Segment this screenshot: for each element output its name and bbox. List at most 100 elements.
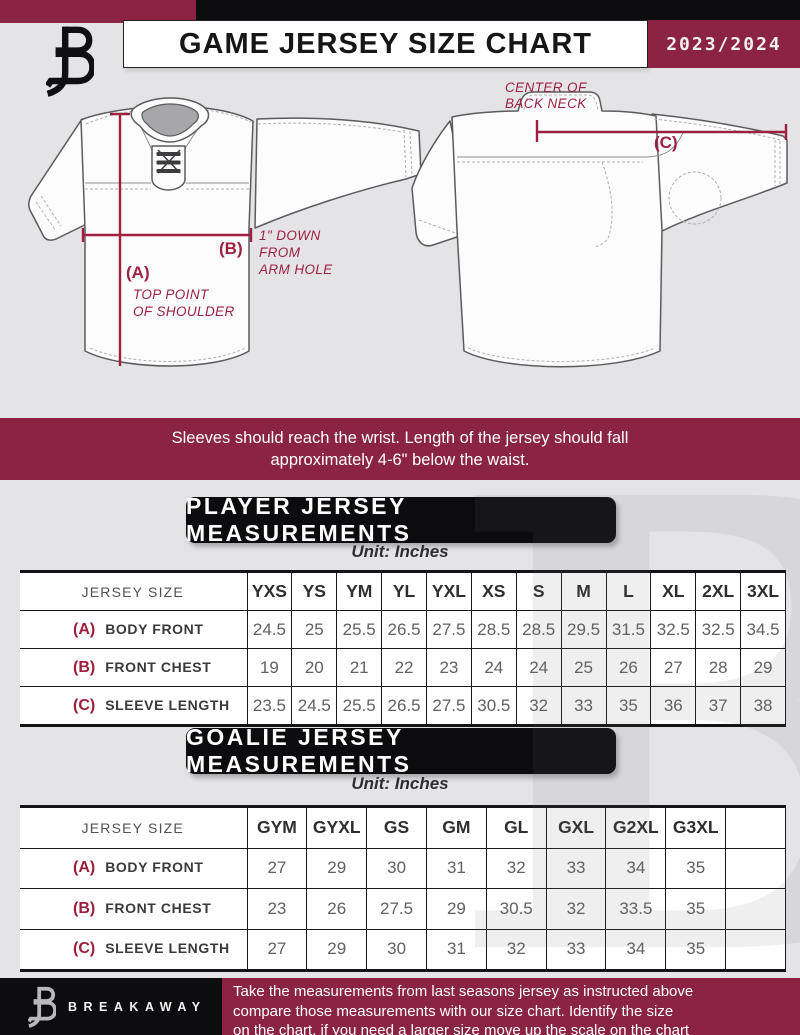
point-b-note-2: FROM (259, 245, 301, 260)
top-strip-black (196, 0, 800, 23)
measurement-value: 22 (381, 648, 427, 687)
measurement-value: 23 (426, 648, 472, 687)
brand-name: BREAKAWAY (68, 999, 207, 1014)
measurement-value: 37 (695, 686, 742, 726)
point-a-note-1: TOP POINT (133, 287, 210, 302)
measurement-row: (A) BODY FRONT 27 29 30 31 32 33 34 35 (20, 847, 786, 889)
measurement-value: 27.5 (426, 610, 472, 649)
measurement-value: 25 (560, 648, 607, 687)
point-b-note-3: ARM HOLE (258, 262, 333, 277)
player-measurements-table: JERSEY SIZE YXS YS YM YL YXL XS S M L XL 2XL 3XL (A) B… (20, 570, 786, 727)
measurement-label: (A) BODY FRONT (20, 610, 248, 649)
size-column-header: YM (336, 571, 383, 611)
measurement-value: 32 (515, 686, 562, 726)
measurement-value: 35 (605, 686, 652, 726)
measurement-value: 33.5 (605, 888, 667, 930)
size-column-header: M (560, 571, 607, 611)
measurement-value: 27.5 (366, 888, 427, 930)
size-column-header: GL (485, 806, 547, 849)
size-column-header: S (515, 571, 562, 611)
measurement-value: 33 (545, 847, 607, 889)
measurement-value: 36 (650, 686, 697, 726)
point-a-label: (A) (126, 263, 150, 282)
size-column-header: G3XL (665, 806, 727, 849)
footer-note-line-2: compare those measurements with our size… (233, 1002, 674, 1020)
size-header-row: JERSEY SIZE GYM GYXL GS GM GL GXL G2XL G3XL (20, 806, 786, 849)
measurement-value: 28.5 (470, 610, 517, 649)
size-column-header: L (605, 571, 652, 611)
breakaway-logo (28, 986, 56, 1028)
goalie-measurements-table: JERSEY SIZE GYM GYXL GS GM GL GXL G2XL G3XL (A) BO… (20, 805, 786, 972)
measurement-value: 31.5 (605, 610, 652, 649)
measurement-value: 35 (665, 888, 727, 930)
player-section-title: PLAYER JERSEY MEASUREMENTS (186, 493, 616, 546)
measurement-label: (C) SLEEVE LENGTH (20, 686, 248, 726)
size-column-header: 2XL (695, 571, 742, 611)
point-c-note-2: BACK NECK (505, 96, 587, 111)
size-column-header: GM (425, 806, 487, 849)
measurement-value: 30 (366, 928, 427, 971)
measurement-row: (B) FRONT CHEST 19 20 21 22 23 24 24 25 26 27 28 29 (20, 648, 786, 687)
footer-instructions: Take the measurements from last seasons … (222, 978, 800, 1035)
back-jersey-illustration (411, 91, 788, 368)
measurement-value: 27 (650, 648, 697, 687)
size-column-header: YS (291, 571, 338, 611)
size-header-row: JERSEY SIZE YXS YS YM YL YXL XS S M L XL 2XL 3XL (20, 571, 786, 611)
measurement-value: 27.5 (426, 686, 472, 726)
point-b-label: (B) (219, 239, 243, 258)
player-unit-label: Unit: Inches (351, 542, 449, 561)
measurement-annotations: (A) TOP POINT OF SHOULDER (B) 1" DOWN FR… (81, 80, 788, 366)
measurement-row: (C) SLEEVE LENGTH 23.5 24.5 25.5 26.5 27.5 30.5… (20, 686, 786, 726)
footer-note-line-3: on the chart, if you need a larger size … (233, 1022, 690, 1035)
measurement-value: 34 (605, 928, 667, 971)
measurement-value: 32.5 (695, 610, 742, 649)
measurement-value: 30.5 (485, 888, 547, 930)
measurement-value: 33 (560, 686, 607, 726)
season-badge: 2023/2024 (648, 20, 800, 68)
measurement-value: 29 (425, 888, 487, 930)
season-label: 2023/2024 (666, 33, 782, 55)
measurement-value: 25.5 (336, 610, 383, 649)
point-c-label: (C) (654, 133, 678, 152)
size-column-header: GS (366, 806, 427, 849)
measurement-value: 32 (485, 928, 547, 971)
fit-note-line-2: approximately 4-6" below the waist. (270, 451, 530, 469)
size-column-header (725, 806, 786, 849)
measurement-value: 24.5 (246, 610, 293, 649)
measurement-value: 35 (665, 847, 727, 889)
measurement-value: 27 (246, 928, 308, 971)
measurement-value: 30.5 (470, 686, 517, 726)
top-strip-maroon (0, 0, 196, 23)
measurement-value: 23 (246, 888, 308, 930)
measurement-value: 32 (485, 847, 547, 889)
measurement-row: (C) SLEEVE LENGTH 27 29 30 31 32 33 34 35 (20, 928, 786, 971)
measurement-value: 29.5 (560, 610, 607, 649)
size-column-header: 3XL (740, 571, 786, 611)
size-column-header: G2XL (605, 806, 667, 849)
page-title-box: GAME JERSEY SIZE CHART (123, 20, 648, 68)
measurement-value: 26 (605, 648, 652, 687)
measurement-value: 24 (470, 648, 517, 687)
measurement-value: 28 (695, 648, 742, 687)
measurement-value: 26 (306, 888, 368, 930)
measurement-value: 26.5 (381, 610, 427, 649)
measurement-label: (B) FRONT CHEST (20, 888, 248, 930)
size-column-header: YXL (426, 571, 472, 611)
measurement-value: 24 (515, 648, 562, 687)
size-column-header: XS (470, 571, 517, 611)
size-column-header: GYM (246, 806, 308, 849)
footer-brand-area: BREAKAWAY (0, 978, 222, 1035)
point-b-note-1: 1" DOWN (259, 228, 321, 243)
jersey-size-header: JERSEY SIZE (20, 571, 248, 611)
measurement-value: 31 (425, 928, 487, 971)
measurement-value: 31 (425, 847, 487, 889)
breakaway-logo (46, 26, 94, 97)
measurement-label: (C) SLEEVE LENGTH (20, 928, 248, 971)
measurement-value: 25 (291, 610, 338, 649)
measurement-value: 27 (246, 847, 308, 889)
size-column-header: GXL (545, 806, 607, 849)
measurement-value: 24.5 (291, 686, 338, 726)
measurement-value: 34.5 (740, 610, 786, 649)
front-jersey-illustration (28, 97, 422, 367)
size-column-header: YL (381, 571, 427, 611)
